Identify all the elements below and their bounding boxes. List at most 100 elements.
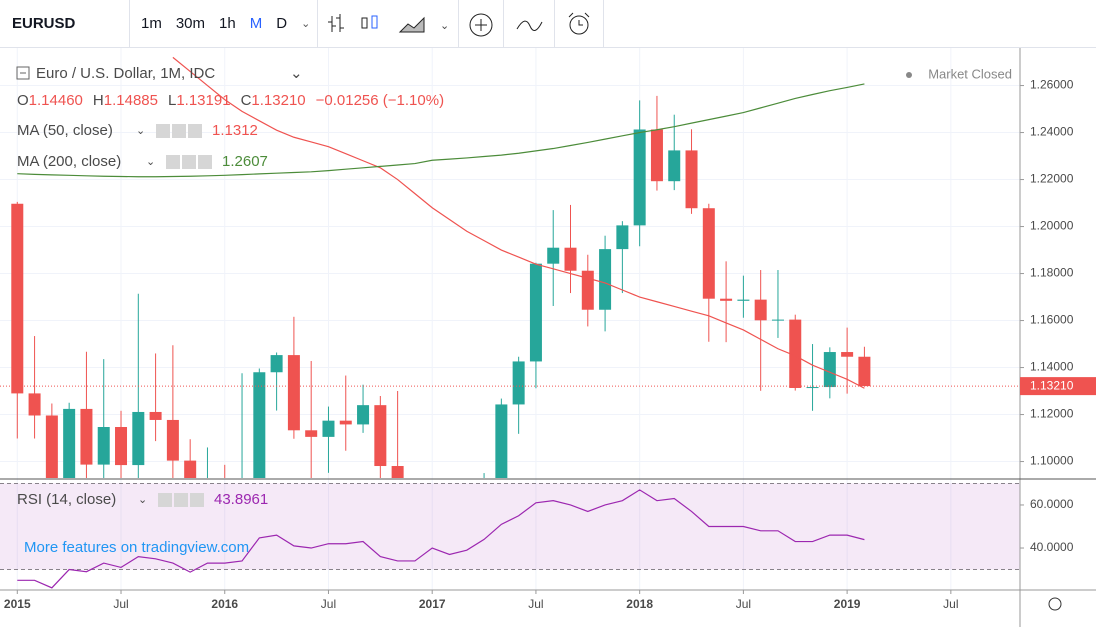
- x-tick-label: Jul: [943, 597, 958, 611]
- interval-menu[interactable]: ⌄: [301, 18, 311, 30]
- candle-body: [270, 355, 283, 373]
- separator: [554, 0, 556, 48]
- candle-body: [287, 355, 300, 431]
- candle-body: [166, 419, 179, 461]
- area-icon[interactable]: [399, 16, 425, 32]
- indicator-value: 1.2607: [222, 153, 268, 170]
- interval-button[interactable]: 1m: [141, 15, 162, 32]
- watermark[interactable]: More features on tradingview.com: [24, 539, 249, 556]
- chart-style-icons[interactable]: ⌄: [318, 0, 458, 48]
- candle-body: [45, 415, 58, 478]
- moving-average: [172, 56, 865, 389]
- change: −0.01256 (−1.10%): [316, 92, 444, 109]
- indicators-button[interactable]: [504, 0, 554, 48]
- candle-body: [529, 263, 542, 362]
- interval-group: 1m 30m 1h M D: [130, 15, 294, 32]
- indicator-button[interactable]: [166, 155, 180, 169]
- indicator-name[interactable]: MA (50, close): [17, 122, 113, 139]
- candle-body: [547, 247, 560, 264]
- ma-legend: MA (50, close) ⌄ 1.1312 MA (200, close) ⌄ 1.2…: [17, 122, 268, 508]
- interval-button[interactable]: 1h: [219, 15, 236, 32]
- interval-button[interactable]: D: [276, 15, 288, 32]
- candle-body: [737, 299, 750, 301]
- candle-body: [115, 427, 128, 466]
- settings-icon[interactable]: [1048, 597, 1062, 611]
- y-tick-label: 40.0000: [1030, 540, 1074, 554]
- candle-body: [754, 299, 767, 321]
- y-tick-label: 1.22000: [1030, 172, 1074, 186]
- interval-button[interactable]: M: [249, 15, 263, 32]
- x-tick-label: 2016: [211, 597, 238, 611]
- bars-icon[interactable]: [328, 13, 345, 32]
- indicator-value: 43.8961: [214, 491, 268, 508]
- indicator-name[interactable]: MA (200, close): [17, 153, 121, 170]
- candle-body: [720, 298, 733, 301]
- indicator-menu[interactable]: ⌄: [138, 494, 147, 506]
- candle-body: [97, 427, 110, 465]
- indicator-button[interactable]: [190, 493, 204, 507]
- compare-button[interactable]: [459, 0, 503, 48]
- indicator-menu[interactable]: ⌄: [136, 125, 145, 137]
- style-menu[interactable]: ⌄: [440, 19, 449, 31]
- symbol-title[interactable]: Euro / U.S. Dollar, 1M, IDC: [36, 65, 215, 82]
- interval-button[interactable]: 30m: [175, 15, 206, 32]
- indicator-button[interactable]: [198, 155, 212, 169]
- candle-body: [599, 249, 612, 310]
- moving-average: [17, 83, 865, 178]
- candle-body: [806, 387, 819, 389]
- candle-body: [357, 405, 370, 425]
- indicator-button[interactable]: [182, 155, 196, 169]
- ohlc-value: 1.13210: [251, 92, 305, 109]
- candle-body: [11, 203, 24, 394]
- legend-menu[interactable]: ⌄: [290, 65, 303, 82]
- y-tick-label: 1.18000: [1030, 266, 1074, 280]
- x-tick-label: 2019: [834, 597, 861, 611]
- toolbar: EURUSD 1m 30m 1h M D ⌄ ⌄: [0, 0, 1096, 48]
- candle-body: [789, 319, 802, 388]
- x-tick-label: Jul: [528, 597, 543, 611]
- collapse-icon[interactable]: [16, 66, 30, 80]
- candle-body: [322, 420, 335, 437]
- icon: [475, 18, 488, 31]
- indicator-button[interactable]: [188, 124, 202, 138]
- last-price-label: 1.13210: [1030, 378, 1074, 392]
- candle-body: [374, 405, 387, 467]
- ohlc-value: 1.13191: [176, 92, 230, 109]
- x-tick-label: 2015: [4, 597, 31, 611]
- indicator-name[interactable]: RSI (14, close): [17, 491, 116, 508]
- candles-icon[interactable]: [371, 15, 378, 28]
- alert-button[interactable]: [555, 0, 603, 48]
- indicator-button[interactable]: [156, 124, 170, 138]
- y-tick-label: 1.10000: [1030, 454, 1074, 468]
- candle-body: [132, 411, 145, 466]
- candle-body: [391, 466, 404, 478]
- candle-body: [495, 404, 508, 478]
- indicator-button[interactable]: [172, 124, 186, 138]
- candles-icon[interactable]: [361, 17, 368, 28]
- candle-body: [668, 150, 681, 182]
- indicator-button[interactable]: [174, 493, 188, 507]
- candle-body: [702, 208, 715, 299]
- candle-body: [149, 411, 162, 420]
- last-price-tag: [1020, 377, 1096, 396]
- rsi-band: [0, 483, 1020, 570]
- indicator-menu[interactable]: ⌄: [146, 156, 155, 168]
- price-pane: [0, 56, 1020, 478]
- icon: [469, 13, 493, 36]
- status-dot: [906, 72, 912, 78]
- separator: [458, 0, 460, 48]
- symbol[interactable]: EURUSD: [12, 15, 76, 32]
- candle-body: [771, 319, 784, 321]
- indicator-button[interactable]: [158, 493, 172, 507]
- separator: [503, 0, 505, 48]
- candle-body: [858, 356, 871, 387]
- rsi-pane: [17, 489, 865, 589]
- chart: 1.10000 1.12000 1.14000 1.16000 1.18000 1.200…: [0, 48, 1096, 627]
- y-tick-label: 1.26000: [1030, 78, 1074, 92]
- y-tick-label: 1.12000: [1030, 407, 1074, 421]
- ohlc-key: H: [93, 92, 104, 109]
- candle-body: [512, 361, 525, 405]
- y-tick-label: 1.24000: [1030, 125, 1074, 139]
- separator: [603, 0, 605, 48]
- x-tick-label: Jul: [321, 597, 336, 611]
